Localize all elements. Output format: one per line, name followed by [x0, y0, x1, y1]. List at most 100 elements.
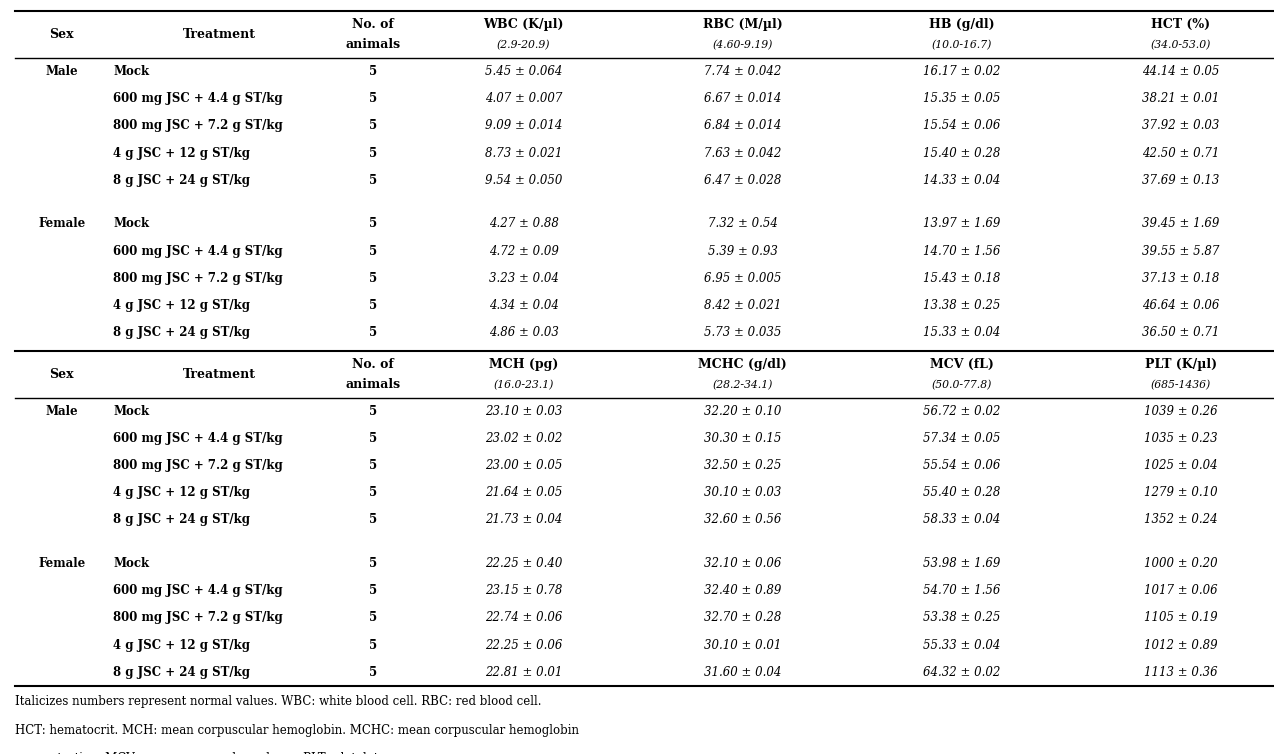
- Text: 5: 5: [368, 432, 377, 445]
- Text: 5: 5: [368, 92, 377, 106]
- Text: 31.60 ± 0.04: 31.60 ± 0.04: [705, 666, 781, 679]
- Text: Mock: Mock: [113, 65, 149, 78]
- Text: No. of: No. of: [352, 357, 394, 371]
- Text: (34.0-53.0): (34.0-53.0): [1150, 40, 1212, 50]
- Text: WBC (K/µl): WBC (K/µl): [483, 18, 564, 31]
- Text: 15.54 ± 0.06: 15.54 ± 0.06: [924, 119, 1000, 133]
- Text: 800 mg JSC + 7.2 g ST/kg: 800 mg JSC + 7.2 g ST/kg: [113, 271, 283, 285]
- Text: 21.64 ± 0.05: 21.64 ± 0.05: [485, 486, 562, 499]
- Text: RBC (M/µl): RBC (M/µl): [703, 18, 782, 31]
- Text: 600 mg JSC + 4.4 g ST/kg: 600 mg JSC + 4.4 g ST/kg: [113, 584, 283, 597]
- Text: 37.13 ± 0.18: 37.13 ± 0.18: [1143, 271, 1219, 285]
- Text: Sex: Sex: [50, 368, 74, 381]
- Text: 800 mg JSC + 7.2 g ST/kg: 800 mg JSC + 7.2 g ST/kg: [113, 611, 283, 624]
- Text: 14.33 ± 0.04: 14.33 ± 0.04: [924, 173, 1000, 187]
- Text: 9.54 ± 0.050: 9.54 ± 0.050: [485, 173, 562, 187]
- Text: 23.10 ± 0.03: 23.10 ± 0.03: [485, 405, 562, 418]
- Text: 23.00 ± 0.05: 23.00 ± 0.05: [485, 459, 562, 472]
- Text: Treatment: Treatment: [183, 28, 256, 41]
- Text: 4 g JSC + 12 g ST/kg: 4 g JSC + 12 g ST/kg: [113, 486, 251, 499]
- Text: Female: Female: [38, 557, 85, 570]
- Text: 600 mg JSC + 4.4 g ST/kg: 600 mg JSC + 4.4 g ST/kg: [113, 92, 283, 106]
- Text: Mock: Mock: [113, 557, 149, 570]
- Text: 5: 5: [368, 611, 377, 624]
- Text: 16.17 ± 0.02: 16.17 ± 0.02: [924, 65, 1000, 78]
- Text: 32.60 ± 0.56: 32.60 ± 0.56: [705, 513, 781, 526]
- Text: MCH (pg): MCH (pg): [489, 357, 558, 371]
- Text: No. of: No. of: [352, 18, 394, 31]
- Text: 7.74 ± 0.042: 7.74 ± 0.042: [705, 65, 781, 78]
- Text: 55.33 ± 0.04: 55.33 ± 0.04: [924, 639, 1000, 651]
- Text: Male: Male: [46, 405, 78, 418]
- Text: 42.50 ± 0.71: 42.50 ± 0.71: [1143, 146, 1219, 160]
- Text: 800 mg JSC + 7.2 g ST/kg: 800 mg JSC + 7.2 g ST/kg: [113, 119, 283, 133]
- Text: (4.60-9.19): (4.60-9.19): [712, 40, 773, 50]
- Text: 22.25 ± 0.40: 22.25 ± 0.40: [485, 557, 562, 570]
- Text: 13.38 ± 0.25: 13.38 ± 0.25: [924, 299, 1000, 312]
- Text: 36.50 ± 0.71: 36.50 ± 0.71: [1143, 326, 1219, 339]
- Text: 32.20 ± 0.10: 32.20 ± 0.10: [705, 405, 781, 418]
- Text: Treatment: Treatment: [183, 368, 256, 381]
- Text: 8 g JSC + 24 g ST/kg: 8 g JSC + 24 g ST/kg: [113, 326, 251, 339]
- Text: Italicizes numbers represent normal values. WBC: white blood cell. RBC: red bloo: Italicizes numbers represent normal valu…: [15, 695, 541, 708]
- Text: 55.40 ± 0.28: 55.40 ± 0.28: [924, 486, 1000, 499]
- Text: 1039 ± 0.26: 1039 ± 0.26: [1144, 405, 1218, 418]
- Text: 1000 ± 0.20: 1000 ± 0.20: [1144, 557, 1218, 570]
- Text: 1025 ± 0.04: 1025 ± 0.04: [1144, 459, 1218, 472]
- Text: 15.35 ± 0.05: 15.35 ± 0.05: [924, 92, 1000, 106]
- Text: 8.73 ± 0.021: 8.73 ± 0.021: [485, 146, 562, 160]
- Text: animals: animals: [345, 379, 400, 391]
- Text: (10.0-16.7): (10.0-16.7): [931, 40, 992, 50]
- Text: 5.73 ± 0.035: 5.73 ± 0.035: [705, 326, 781, 339]
- Text: 38.21 ± 0.01: 38.21 ± 0.01: [1143, 92, 1219, 106]
- Text: 8 g JSC + 24 g ST/kg: 8 g JSC + 24 g ST/kg: [113, 666, 251, 679]
- Text: HCT: hematocrit. MCH: mean corpuscular hemoglobin. MCHC: mean corpuscular hemogl: HCT: hematocrit. MCH: mean corpuscular h…: [15, 724, 580, 737]
- Text: HB (g/dl): HB (g/dl): [929, 18, 995, 31]
- Text: 15.43 ± 0.18: 15.43 ± 0.18: [924, 271, 1000, 285]
- Text: PLT (K/µl): PLT (K/µl): [1145, 357, 1217, 371]
- Text: Male: Male: [46, 65, 78, 78]
- Text: 14.70 ± 1.56: 14.70 ± 1.56: [924, 244, 1000, 258]
- Text: 1035 ± 0.23: 1035 ± 0.23: [1144, 432, 1218, 445]
- Text: 30.10 ± 0.03: 30.10 ± 0.03: [705, 486, 781, 499]
- Text: (2.9-20.9): (2.9-20.9): [497, 40, 550, 50]
- Text: 7.32 ± 0.54: 7.32 ± 0.54: [708, 217, 777, 231]
- Text: 30.30 ± 0.15: 30.30 ± 0.15: [705, 432, 781, 445]
- Text: 3.23 ± 0.04: 3.23 ± 0.04: [489, 271, 558, 285]
- Text: 5: 5: [368, 557, 377, 570]
- Text: 4.07 ± 0.007: 4.07 ± 0.007: [485, 92, 562, 106]
- Text: (16.0-23.1): (16.0-23.1): [493, 379, 554, 390]
- Text: 30.10 ± 0.01: 30.10 ± 0.01: [705, 639, 781, 651]
- Text: 7.63 ± 0.042: 7.63 ± 0.042: [705, 146, 781, 160]
- Text: concentration. MCV: mean corpuscular volume. PLT: platelet.: concentration. MCV: mean corpuscular vol…: [15, 752, 382, 754]
- Text: 4.27 ± 0.88: 4.27 ± 0.88: [489, 217, 558, 231]
- Text: 5: 5: [368, 65, 377, 78]
- Text: 4 g JSC + 12 g ST/kg: 4 g JSC + 12 g ST/kg: [113, 146, 251, 160]
- Text: 22.74 ± 0.06: 22.74 ± 0.06: [485, 611, 562, 624]
- Text: 6.47 ± 0.028: 6.47 ± 0.028: [705, 173, 781, 187]
- Text: 56.72 ± 0.02: 56.72 ± 0.02: [924, 405, 1000, 418]
- Text: 37.92 ± 0.03: 37.92 ± 0.03: [1143, 119, 1219, 133]
- Text: 21.73 ± 0.04: 21.73 ± 0.04: [485, 513, 562, 526]
- Text: MCHC (g/dl): MCHC (g/dl): [698, 357, 787, 371]
- Text: 5.39 ± 0.93: 5.39 ± 0.93: [708, 244, 777, 258]
- Text: 1105 ± 0.19: 1105 ± 0.19: [1144, 611, 1218, 624]
- Text: 37.69 ± 0.13: 37.69 ± 0.13: [1143, 173, 1219, 187]
- Text: Mock: Mock: [113, 405, 149, 418]
- Text: Mock: Mock: [113, 217, 149, 231]
- Text: 4 g JSC + 12 g ST/kg: 4 g JSC + 12 g ST/kg: [113, 299, 251, 312]
- Text: 39.45 ± 1.69: 39.45 ± 1.69: [1143, 217, 1219, 231]
- Text: 4.86 ± 0.03: 4.86 ± 0.03: [489, 326, 558, 339]
- Text: 39.55 ± 5.87: 39.55 ± 5.87: [1143, 244, 1219, 258]
- Text: 5.45 ± 0.064: 5.45 ± 0.064: [485, 65, 562, 78]
- Text: 5: 5: [368, 459, 377, 472]
- Text: 55.54 ± 0.06: 55.54 ± 0.06: [924, 459, 1000, 472]
- Text: 1279 ± 0.10: 1279 ± 0.10: [1144, 486, 1218, 499]
- Text: 44.14 ± 0.05: 44.14 ± 0.05: [1143, 65, 1219, 78]
- Text: (50.0-77.8): (50.0-77.8): [931, 379, 992, 390]
- Text: 5: 5: [368, 405, 377, 418]
- Text: Female: Female: [38, 217, 85, 231]
- Text: 4 g JSC + 12 g ST/kg: 4 g JSC + 12 g ST/kg: [113, 639, 251, 651]
- Text: 5: 5: [368, 326, 377, 339]
- Text: 53.38 ± 0.25: 53.38 ± 0.25: [924, 611, 1000, 624]
